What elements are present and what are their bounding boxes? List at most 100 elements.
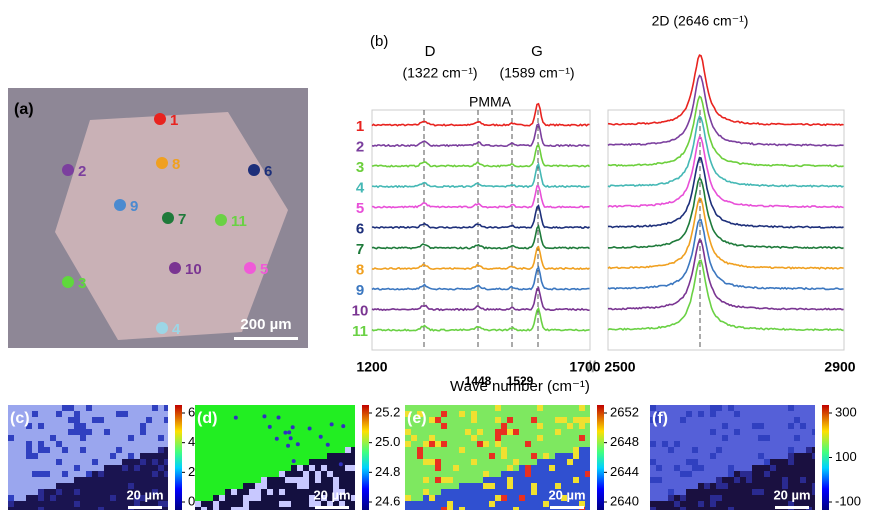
map-pixel [80,453,86,459]
x-tick-label: 2900 [824,359,855,375]
map-pixel [104,495,110,501]
point-dot [62,276,74,288]
map-pixel [543,507,549,510]
map-pixel [794,417,800,423]
map-pixel [219,435,225,441]
map-pixel [549,447,555,453]
map-pixel [716,423,722,429]
map-pixel [549,477,555,483]
map-pixel [573,471,579,477]
map-pixel [513,507,519,510]
map-pixel [477,417,483,423]
map-pixel [80,495,86,501]
map-pixel [477,495,483,501]
map-pixel [728,405,734,411]
map-pixel [704,483,710,489]
scale-bar-label: 200 µm [240,316,291,333]
map-pixel [32,441,38,447]
map-pixel [764,441,770,447]
map-pixel [56,447,62,453]
map-pixel [561,435,567,441]
map-pixel [345,417,351,423]
map-pixel [770,465,776,471]
map-pixel [50,495,56,501]
spectrum [608,178,844,248]
trace-label: 7 [356,241,364,258]
map-pixel [513,441,519,447]
map-pixel [56,495,62,501]
map-pixel [92,423,98,429]
map-pixel [734,447,740,453]
map-pixel [26,429,32,435]
map-pixel [740,417,746,423]
map-pixel [537,423,543,429]
map-pixel [674,495,680,501]
map-pixel [219,495,225,501]
map-pixel [26,465,32,471]
map-pixel [152,447,158,453]
map-pixel [716,489,722,495]
map-pixel [110,417,116,423]
map-pixel [116,441,122,447]
map-pixel [585,471,590,477]
map-pixel [501,501,507,507]
map-pixel [86,429,92,435]
map-pixel [351,459,355,465]
map-dot [277,415,281,419]
map-pixel [140,435,146,441]
map-pixel [285,477,291,483]
map-pixel [680,495,686,501]
map-pixel [758,507,764,510]
map-pixel [668,501,674,507]
map-pixel [50,501,56,507]
map-dot [234,416,238,420]
map-pixel [680,465,686,471]
map-pixel [752,429,758,435]
map-pixel [567,405,573,411]
map-pixel [734,453,740,459]
map-pixel [722,447,728,453]
map-pixel [453,507,459,510]
map-pixel [567,429,573,435]
map-pixel [561,417,567,423]
map-pixel [435,435,441,441]
map-pixel [429,483,435,489]
map-pixel [237,471,243,477]
map-pixel [483,471,489,477]
map-pixel [692,423,698,429]
map-pixel [471,495,477,501]
map-pixel [441,501,447,507]
map-pixel [231,465,237,471]
map-pixel [519,441,525,447]
map-pixel [429,495,435,501]
map-pixel [650,435,656,441]
map-pixel [429,411,435,417]
map-pixel [537,429,543,435]
map-pixel [447,441,453,447]
map-pixel [764,507,770,510]
map-pixel [686,501,692,507]
map-pixel [273,405,279,411]
map-pixel [573,459,579,465]
map-pixel [501,453,507,459]
map-pixel [44,429,50,435]
map-pixel [495,411,501,417]
map-pixel [345,477,351,483]
map-pixel [531,483,537,489]
colorbar-label: 2648 [610,434,639,449]
map-pixel [537,483,543,489]
map-pixel [579,477,585,483]
map-pixel [692,501,698,507]
map-pixel [267,417,273,423]
map-pixel [50,441,56,447]
map-pixel [219,477,225,483]
map-pixel [740,495,746,501]
map-pixel [501,465,507,471]
map-pixel [321,465,327,471]
map-pixel [50,405,56,411]
map-pixel [531,465,537,471]
map-pixel [255,405,261,411]
map-pixel [800,441,806,447]
map-pixel [140,465,146,471]
map-pixel [758,501,764,507]
